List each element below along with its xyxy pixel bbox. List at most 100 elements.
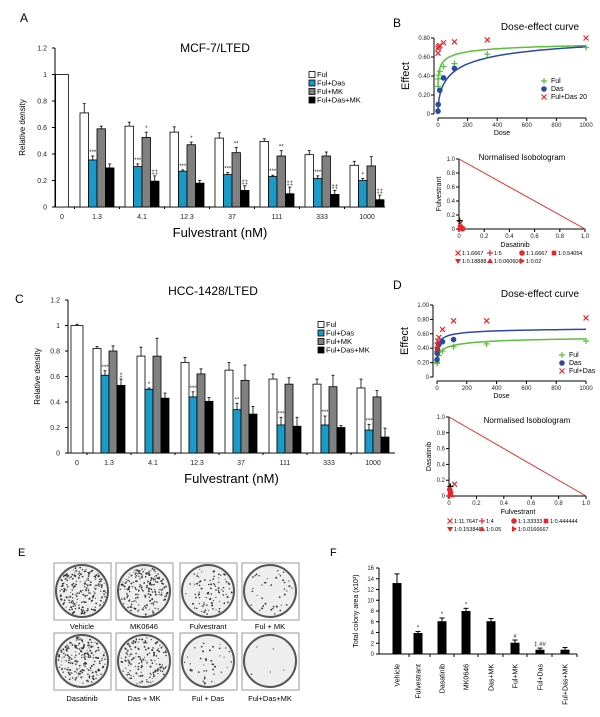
colony: [97, 573, 99, 575]
colony: [79, 590, 82, 593]
y-tick-label: 0: [442, 494, 446, 500]
colony: [223, 573, 226, 576]
colony: [154, 570, 156, 573]
colony: [164, 595, 166, 598]
colony: [88, 647, 90, 649]
bar-ful-1000: [356, 387, 366, 454]
colony: [200, 587, 203, 590]
legend-marker: [520, 258, 525, 264]
colony: [138, 638, 141, 641]
colony: [78, 667, 80, 670]
x-axis-label: Dose: [493, 393, 509, 400]
colony: [94, 592, 96, 594]
colony: [64, 646, 67, 648]
colony: [61, 582, 64, 585]
bar-ful-333: [304, 154, 314, 208]
colony: [154, 600, 156, 603]
colony: [213, 575, 215, 577]
colony: [215, 589, 217, 591]
colony: [138, 609, 140, 611]
colony: [148, 588, 151, 590]
colony: [150, 659, 152, 661]
colony: [148, 596, 151, 598]
colony: [222, 586, 225, 589]
colony: [159, 577, 161, 579]
colony: [75, 676, 78, 679]
colony: [160, 593, 163, 596]
panel-label-b: B: [393, 16, 401, 30]
colony: [140, 660, 143, 662]
legend-marker: [541, 86, 547, 92]
colony: [138, 590, 140, 592]
colony: [280, 604, 282, 606]
chart-b-dose-effect: Dose-effect curve 0 0.20 0.40 0.60 0.80 0 200 40…: [400, 22, 593, 137]
colony: [145, 586, 148, 589]
colony-plate: [241, 632, 300, 691]
y-tick-label: 1.00: [417, 303, 429, 309]
colony: [128, 661, 131, 664]
colony: [198, 581, 200, 584]
colony: [137, 665, 140, 668]
colony: [58, 654, 61, 656]
colony: [197, 595, 200, 597]
bar-ful-333: [312, 383, 322, 454]
bar-ful-37: [214, 137, 224, 208]
significance-marker: ***: [189, 386, 197, 392]
colony: [226, 596, 229, 598]
x-tick-label: 400: [492, 123, 503, 129]
legend-label: Ful: [317, 70, 328, 79]
colony: [68, 577, 71, 579]
significance-marker: ‡‡: [331, 184, 338, 190]
y-tick-label: 0.2: [447, 213, 456, 219]
colony: [151, 591, 154, 593]
colony: [159, 644, 161, 646]
legend-label: 1:1.6667: [526, 251, 547, 257]
x-tick-label: 1000: [359, 214, 375, 221]
colony: [92, 678, 95, 681]
colony: [126, 673, 129, 676]
data-point: [435, 334, 442, 341]
colony: [100, 585, 103, 588]
colony: [150, 673, 152, 676]
colony: [102, 654, 105, 657]
colony: [83, 611, 86, 614]
colony: [143, 641, 145, 644]
colony: [81, 654, 83, 657]
legend-label: Ful+Das: [317, 79, 345, 88]
colony: [153, 568, 156, 571]
colony: [129, 573, 131, 575]
colony: [144, 659, 146, 661]
colony: [92, 663, 95, 666]
significance-marker: ***: [101, 365, 109, 371]
colony: [130, 609, 132, 612]
colony: [197, 572, 199, 574]
colony: [155, 574, 158, 577]
colony: [77, 675, 79, 677]
colony: [80, 647, 83, 649]
colony: [126, 652, 128, 654]
colony: [217, 589, 220, 592]
colony: [134, 573, 137, 576]
colony: [139, 572, 141, 575]
x-tick-label: 4.1: [148, 460, 158, 467]
colony: [60, 598, 62, 600]
bar-ful-12.3: [180, 362, 190, 454]
x-tick-label: 0.6: [530, 234, 539, 240]
colony: [212, 607, 214, 610]
colony: [105, 592, 107, 594]
colony: [135, 672, 138, 675]
y-tick-label: 0.8: [50, 349, 60, 356]
data-point: [583, 35, 589, 41]
colony: [210, 583, 213, 586]
colony: [85, 583, 87, 585]
colony: [139, 675, 142, 677]
colony: [227, 601, 229, 604]
colony: [69, 643, 71, 645]
colony: [199, 568, 201, 570]
colony: [124, 656, 127, 659]
colony: [186, 656, 188, 658]
x-tick-label: Fulvestrant: [416, 664, 423, 699]
bar-ful-das-333: [313, 178, 323, 208]
colony: [150, 638, 152, 641]
chart-b-isobologram: Normalised Isobologram 0 0.2 0.4 0.6 0.8 1.0 0 0…: [436, 153, 590, 265]
